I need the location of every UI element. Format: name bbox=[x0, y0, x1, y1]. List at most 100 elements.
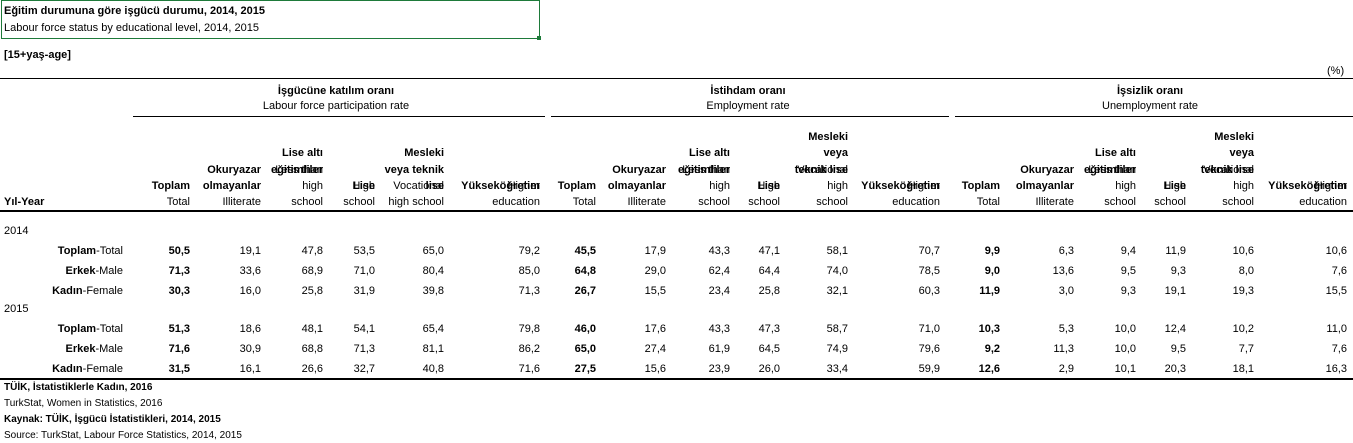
table-cell: 79,6 bbox=[918, 343, 940, 355]
column-header-tr: olmayanlar bbox=[607, 180, 666, 192]
table-cell: 54,1 bbox=[353, 323, 375, 335]
year-label: 2015 bbox=[4, 303, 29, 315]
table-cell: 17,6 bbox=[644, 323, 666, 335]
column-header-tr: Mesleki bbox=[808, 131, 848, 143]
column-header-en: education bbox=[892, 196, 940, 208]
table-cell: 10,1 bbox=[1114, 363, 1136, 375]
column-header-tr: eğitimliler bbox=[1084, 164, 1136, 176]
table-cell: 31,9 bbox=[353, 285, 375, 297]
table-cell: 33,6 bbox=[239, 265, 261, 277]
group-title-tr: İşgücüne katılım oranı bbox=[277, 85, 395, 97]
row-label: Erkek-Male bbox=[20, 264, 124, 278]
table-cell: 18,6 bbox=[239, 323, 261, 335]
table-cell: 26,0 bbox=[758, 363, 780, 375]
table-cell: 7,6 bbox=[1331, 343, 1347, 355]
table-cell: 11,3 bbox=[1053, 343, 1074, 355]
table-cell: 47,8 bbox=[301, 245, 323, 257]
column-header-tr: Toplam bbox=[961, 180, 1000, 192]
footnote-line: TÜİK, İstatistiklerle Kadın, 2016 bbox=[4, 382, 153, 393]
column-header-en: Total bbox=[976, 196, 1000, 208]
title-box[interactable] bbox=[1, 0, 540, 39]
table-cell: 10,6 bbox=[1232, 245, 1254, 257]
table-cell: 26,6 bbox=[301, 363, 323, 375]
row-label-tr: Toplam bbox=[57, 323, 97, 335]
table-cell: 31,5 bbox=[168, 363, 190, 375]
column-header-tr: Yükseköğretim bbox=[461, 180, 540, 192]
column-header-tr: Lise bbox=[352, 180, 375, 192]
table-cell: 12,6 bbox=[978, 363, 1000, 375]
table-cell: 9,5 bbox=[1170, 343, 1186, 355]
table-cell: 32,1 bbox=[826, 285, 848, 297]
footnote-line: Kaynak: TÜİK, İşgücü İstatistikleri, 201… bbox=[4, 414, 221, 425]
table-cell: 71,3 bbox=[518, 285, 540, 297]
row-label-tr: Kadın bbox=[52, 363, 83, 375]
table-cell: 47,3 bbox=[758, 323, 780, 335]
row-label: Toplam-Total bbox=[20, 322, 123, 336]
table-cell: 7,6 bbox=[1331, 265, 1347, 277]
column-header-en: High bbox=[757, 180, 780, 192]
table-cell: 80,4 bbox=[422, 265, 444, 277]
column-header-en: school bbox=[1222, 196, 1254, 208]
table-cell: 71,6 bbox=[168, 343, 190, 355]
table-cell: 71,6 bbox=[518, 363, 540, 375]
row-label-en: -Female bbox=[82, 363, 123, 375]
column-header-tr: Okuryazar bbox=[1020, 164, 1074, 176]
table-cell: 74,9 bbox=[826, 343, 848, 355]
table-cell: 46,0 bbox=[574, 323, 596, 335]
group-rule-3 bbox=[955, 116, 1353, 117]
table-cell: 33,4 bbox=[826, 363, 848, 375]
table-cell: 65,0 bbox=[574, 343, 596, 355]
column-header-tr: olmayanlar bbox=[1015, 180, 1074, 192]
table-cell: 10,6 bbox=[1325, 245, 1347, 257]
column-header-en: high bbox=[709, 180, 730, 192]
table-cell: 25,8 bbox=[301, 285, 323, 297]
row-label-tr: Toplam bbox=[57, 245, 97, 257]
column-header-tr: Lise bbox=[1163, 180, 1186, 192]
group-title-en: Unemployment rate bbox=[1102, 100, 1198, 112]
column-header-tr: Toplam bbox=[151, 180, 190, 192]
column-header-en: school bbox=[698, 196, 730, 208]
table-cell: 13,6 bbox=[1052, 265, 1074, 277]
table-cell: 26,7 bbox=[574, 285, 596, 297]
column-header-en: school bbox=[816, 196, 848, 208]
table-cell: 2,9 bbox=[1058, 363, 1074, 375]
column-header-en: High bbox=[1163, 180, 1186, 192]
header-bottom-rule bbox=[0, 210, 1353, 212]
footnote-line: TurkStat, Women in Statistics, 2016 bbox=[4, 398, 163, 409]
table-cell: 58,1 bbox=[826, 245, 848, 257]
table-cell: 39,8 bbox=[422, 285, 444, 297]
table-cell: 11,9 bbox=[979, 285, 1000, 297]
table-cell: 9,4 bbox=[1120, 245, 1136, 257]
table-cell: 68,9 bbox=[301, 265, 323, 277]
column-header-tr: Lise altı bbox=[689, 147, 730, 159]
table-cell: 64,4 bbox=[758, 265, 780, 277]
column-header-en: Illiterate bbox=[627, 196, 666, 208]
table-cell: 79,2 bbox=[518, 245, 540, 257]
column-header-en: school bbox=[291, 196, 323, 208]
row-label-en: -Male bbox=[95, 265, 123, 277]
table-cell: 30,9 bbox=[239, 343, 261, 355]
column-header-tr: eğitimliler bbox=[678, 164, 730, 176]
row-label-tr: Kadın bbox=[52, 285, 83, 297]
column-header-en: Vocational bbox=[797, 164, 848, 176]
table-cell: 9,5 bbox=[1120, 265, 1136, 277]
footnote-line: Source: TurkStat, Labour Force Statistic… bbox=[4, 430, 242, 441]
column-header-en: Less than bbox=[1088, 164, 1136, 176]
table-cell: 11,0 bbox=[1326, 323, 1347, 335]
group-rule-1 bbox=[133, 116, 545, 117]
table-cell: 19,1 bbox=[1164, 285, 1186, 297]
table-cell: 27,5 bbox=[574, 363, 596, 375]
column-header-en: high bbox=[1233, 180, 1254, 192]
selection-handle[interactable] bbox=[537, 36, 541, 40]
title-tr: Eğitim durumuna göre işgücü durumu, 2014… bbox=[4, 5, 266, 17]
table-cell: 17,9 bbox=[644, 245, 666, 257]
table-cell: 3,0 bbox=[1058, 285, 1074, 297]
group-rule-2 bbox=[551, 116, 949, 117]
table-cell: 8,0 bbox=[1238, 265, 1254, 277]
table-cell: 29,0 bbox=[644, 265, 666, 277]
table-cell: 19,3 bbox=[1232, 285, 1254, 297]
table-cell: 43,3 bbox=[708, 245, 730, 257]
group-title-en: Employment rate bbox=[706, 100, 790, 112]
table-cell: 15,6 bbox=[644, 363, 666, 375]
table-cell: 16,0 bbox=[239, 285, 261, 297]
